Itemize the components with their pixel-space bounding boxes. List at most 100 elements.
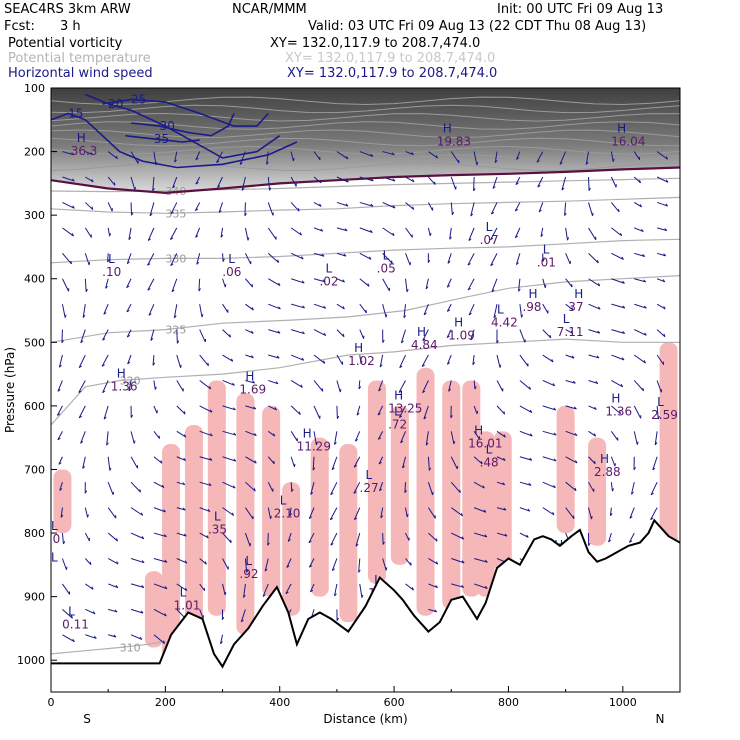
wind-vector-head (57, 437, 61, 441)
wind-vector (336, 201, 349, 207)
wind-vector (291, 303, 305, 309)
wind-vector (239, 151, 246, 165)
wind-vector (404, 482, 407, 493)
wind-vector-head (206, 535, 209, 539)
wind-vector-head (264, 568, 268, 572)
wind-vector-head (289, 513, 293, 517)
wind-vector (382, 201, 396, 209)
wind-vector (378, 456, 384, 465)
wind-vector (496, 354, 501, 368)
wind-vector-head (484, 534, 488, 538)
wind-vector-head (529, 457, 533, 461)
wind-vector (468, 227, 475, 241)
wind-vector (313, 278, 326, 283)
wind-vector-head (528, 482, 532, 486)
wind-vector (176, 380, 184, 392)
pv-low-marker: L (214, 509, 221, 523)
wind-vector (147, 278, 155, 291)
wind-vector-head (392, 205, 396, 209)
wind-vector-head (239, 162, 243, 165)
wind-vector-head (229, 334, 232, 338)
wind-vector (425, 431, 429, 446)
wind-vector-head (321, 388, 324, 392)
pv-extremum-value: .98 (522, 300, 541, 314)
wind-vector (403, 304, 407, 318)
pv-column (659, 342, 678, 553)
wind-vector (57, 380, 63, 392)
init-time: Init: 00 UTC Fri 09 Aug 13 (497, 2, 664, 17)
valid-time: Valid: 03 UTC Fri 09 Aug 13 (22 CDT Thu … (308, 19, 647, 34)
wind-vector (610, 202, 620, 213)
wind-vector-head (115, 155, 118, 159)
wind-vector-head (551, 359, 554, 363)
wind-vector (405, 278, 408, 293)
wind-vector-head (406, 513, 409, 518)
wind-vector (84, 253, 90, 266)
wind-vector (222, 558, 229, 570)
wind-vector (78, 380, 86, 393)
wind-vector-head (103, 416, 107, 420)
wind-vector-head (496, 340, 499, 344)
wind-vector-head (515, 182, 519, 186)
wind-vector (222, 430, 237, 436)
wind-vector-head (593, 433, 597, 437)
pv-high-marker: H (474, 424, 483, 438)
wind-vector (241, 176, 246, 191)
wind-vector (245, 329, 254, 334)
pv-column (588, 437, 607, 546)
wind-vector-head (641, 228, 644, 232)
wind-vector-head (504, 533, 508, 537)
wind-vector-head (152, 188, 155, 192)
wind-vector (610, 456, 616, 467)
wind-vector-head (369, 229, 373, 233)
wind-vector (423, 303, 429, 316)
wind-vector (176, 507, 186, 511)
wind-vector (656, 151, 668, 160)
wind-vector-head (60, 514, 64, 518)
wind-vector-head (491, 289, 495, 293)
y-axis-label: Pressure (hPa) (3, 347, 17, 433)
wind-vector (62, 176, 75, 182)
wind-vector (176, 583, 188, 592)
wind-vector (336, 252, 347, 257)
wind-vector (633, 354, 646, 364)
wind-vector-head (336, 415, 340, 419)
wind-vector-head (652, 467, 656, 471)
wind-vector-head (344, 228, 348, 232)
wind-vector (245, 379, 255, 384)
wind-vector-head (629, 540, 633, 543)
wind-vector (107, 507, 117, 519)
wind-vector (559, 151, 567, 165)
wind-vector (359, 176, 374, 182)
wind-vector-head (88, 261, 91, 266)
wind-vector-head (494, 159, 498, 163)
wind-vector (354, 431, 361, 442)
pv-extremum-value: 2.5 (217, 694, 236, 708)
wind-vector-head (300, 384, 303, 388)
wind-vector-head (657, 416, 660, 420)
wind-vector (84, 278, 87, 292)
wind-vector-head (247, 237, 250, 241)
wind-vector-head (391, 260, 393, 264)
wind-vector (451, 532, 464, 540)
wind-vector (536, 151, 544, 163)
wind-vector-head (149, 213, 153, 217)
wind-vector-head (321, 253, 325, 257)
wind-vector (474, 532, 488, 538)
wind-vector-head (650, 517, 654, 521)
wind-vector-head (411, 587, 414, 591)
wind-vector-head (71, 178, 75, 182)
wind-vector-head (84, 490, 88, 494)
wind-vector-head (273, 460, 275, 464)
wind-vector (102, 329, 109, 341)
wind-vector (80, 329, 86, 343)
wind-vector-head (216, 160, 220, 164)
wind-vector-head (368, 256, 372, 260)
wind-vector-head (343, 253, 347, 257)
pv-extremum-value: 11.29 (297, 440, 331, 454)
wind-vector-head (392, 178, 396, 182)
pv-low-marker: L (383, 249, 390, 263)
y-tick-label: 600 (24, 400, 45, 413)
wind-vector (199, 609, 204, 619)
wind-vector-head (171, 289, 175, 293)
